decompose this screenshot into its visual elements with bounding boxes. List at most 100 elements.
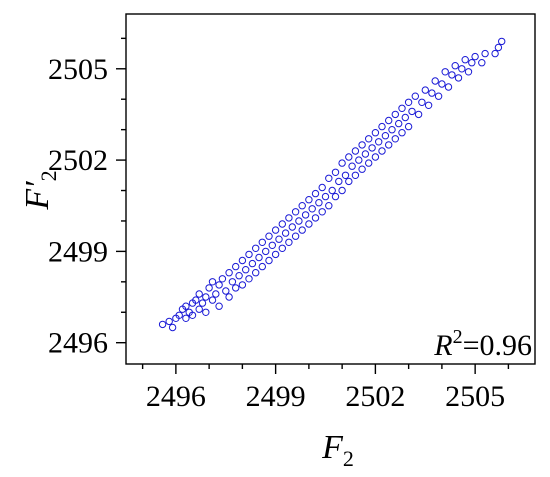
data-point <box>222 287 230 295</box>
data-point <box>245 250 253 259</box>
data-point <box>238 256 247 265</box>
data-point <box>428 89 436 97</box>
y-axis-label: F′2 <box>19 170 61 210</box>
tick-labels: 2496 2499 2502 2505 2496 2499 2502 2505 <box>48 53 505 413</box>
data-point <box>408 107 416 116</box>
data-point <box>434 92 443 100</box>
data-point <box>358 165 366 173</box>
data-points <box>158 37 506 332</box>
data-point <box>252 244 260 253</box>
data-point <box>498 37 506 46</box>
data-point <box>295 217 303 225</box>
data-point <box>371 129 380 137</box>
data-point <box>385 141 393 149</box>
data-point <box>242 266 250 274</box>
data-point <box>215 281 223 289</box>
data-point <box>288 223 296 231</box>
data-point <box>494 43 503 52</box>
data-point <box>158 320 167 329</box>
data-point <box>481 49 489 58</box>
data-point <box>424 101 433 110</box>
data-point <box>404 122 413 131</box>
x-axis-label: F2 <box>321 429 354 471</box>
data-point <box>441 68 449 76</box>
data-point <box>448 71 456 79</box>
data-point <box>401 113 409 122</box>
data-point <box>255 253 263 262</box>
data-point <box>478 59 486 67</box>
data-point <box>388 126 396 134</box>
data-point <box>305 220 313 228</box>
data-point <box>328 186 336 195</box>
data-point <box>404 98 413 107</box>
data-point <box>391 110 399 119</box>
data-point <box>285 214 293 222</box>
data-point <box>318 208 326 216</box>
data-point <box>375 138 383 146</box>
data-point <box>218 275 227 283</box>
y-tick-label: 2505 <box>48 53 108 86</box>
data-point <box>258 262 266 271</box>
data-point <box>262 247 270 256</box>
data-point <box>225 269 233 277</box>
data-point <box>398 104 406 113</box>
data-point <box>464 68 473 76</box>
data-point <box>291 208 300 216</box>
data-point <box>202 308 210 316</box>
data-point <box>331 168 340 177</box>
data-point <box>414 110 423 119</box>
data-point <box>351 147 360 155</box>
data-point <box>165 317 173 326</box>
data-point <box>305 196 313 204</box>
plot-frame <box>125 13 536 365</box>
data-point <box>458 65 466 73</box>
data-point <box>208 296 217 304</box>
data-point <box>195 305 203 313</box>
y-tick-label: 2496 <box>48 327 108 360</box>
data-point <box>298 226 306 234</box>
data-point <box>438 80 446 88</box>
data-point <box>271 226 280 234</box>
data-point <box>275 235 283 243</box>
data-point <box>212 290 220 298</box>
x-tick-label: 2496 <box>146 380 206 413</box>
data-point <box>338 186 346 195</box>
data-point <box>311 214 320 222</box>
data-point <box>471 52 479 61</box>
data-point <box>371 153 380 161</box>
data-point <box>411 92 419 100</box>
data-point <box>385 116 393 125</box>
data-point <box>378 147 386 155</box>
data-point <box>355 156 363 164</box>
data-point <box>225 293 233 301</box>
data-point <box>345 177 353 186</box>
data-point <box>265 256 273 265</box>
data-point <box>365 135 373 143</box>
data-point <box>232 262 240 271</box>
data-point <box>491 49 499 58</box>
data-point <box>461 56 469 64</box>
data-point <box>341 171 350 180</box>
data-point <box>208 278 217 286</box>
data-point <box>235 272 243 280</box>
data-point <box>188 311 197 319</box>
data-point <box>205 284 213 292</box>
data-point <box>175 311 183 319</box>
data-point <box>215 302 223 310</box>
data-point <box>308 205 316 213</box>
data-point <box>195 290 203 298</box>
data-point <box>281 229 290 237</box>
data-point <box>315 199 323 207</box>
data-point <box>468 59 476 67</box>
data-point <box>391 135 399 143</box>
data-point <box>338 159 346 167</box>
y-tick-label: 2502 <box>48 144 108 177</box>
data-point <box>202 293 210 301</box>
data-point <box>271 250 280 259</box>
data-point <box>365 159 373 167</box>
data-point <box>265 232 273 240</box>
y-tick-label: 2499 <box>48 235 108 268</box>
data-point <box>398 129 406 137</box>
data-point <box>198 299 207 307</box>
